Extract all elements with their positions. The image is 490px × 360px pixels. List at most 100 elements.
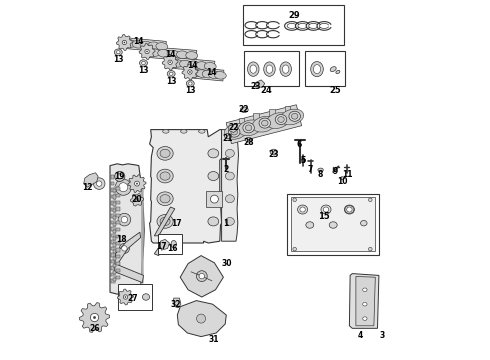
Ellipse shape	[280, 109, 304, 125]
Bar	[113, 189, 117, 192]
Ellipse shape	[228, 127, 240, 137]
Polygon shape	[172, 58, 215, 72]
Text: 32: 32	[171, 300, 181, 309]
Bar	[111, 214, 114, 218]
Ellipse shape	[117, 51, 120, 54]
Bar	[113, 257, 117, 260]
Text: 18: 18	[117, 235, 127, 244]
Ellipse shape	[245, 138, 252, 142]
Ellipse shape	[157, 215, 173, 228]
Polygon shape	[126, 38, 166, 52]
Ellipse shape	[225, 149, 234, 157]
Polygon shape	[110, 164, 144, 294]
Ellipse shape	[196, 62, 208, 69]
Bar	[111, 234, 114, 237]
Ellipse shape	[208, 217, 219, 226]
Ellipse shape	[190, 69, 202, 77]
Polygon shape	[182, 64, 198, 80]
Ellipse shape	[314, 65, 320, 74]
Text: 13: 13	[138, 66, 149, 75]
Ellipse shape	[297, 205, 308, 214]
Bar	[117, 255, 120, 258]
Ellipse shape	[238, 120, 262, 136]
Ellipse shape	[122, 246, 127, 251]
Ellipse shape	[140, 41, 152, 49]
Text: 31: 31	[208, 335, 219, 343]
Ellipse shape	[250, 65, 257, 73]
Ellipse shape	[97, 181, 102, 186]
Bar	[117, 194, 120, 197]
Text: 14: 14	[134, 37, 144, 46]
Bar	[111, 227, 114, 231]
Ellipse shape	[196, 70, 208, 77]
Ellipse shape	[167, 50, 179, 58]
Ellipse shape	[306, 222, 314, 228]
Ellipse shape	[224, 123, 247, 139]
Ellipse shape	[275, 114, 287, 125]
Ellipse shape	[120, 243, 129, 253]
Bar	[111, 260, 114, 263]
Text: 17: 17	[172, 220, 182, 229]
Ellipse shape	[176, 51, 188, 59]
Ellipse shape	[347, 207, 352, 212]
Ellipse shape	[168, 60, 172, 64]
Ellipse shape	[368, 198, 372, 202]
Bar	[113, 243, 117, 247]
Ellipse shape	[188, 70, 192, 74]
Ellipse shape	[171, 240, 176, 248]
Bar	[239, 118, 245, 127]
Text: 2: 2	[223, 165, 229, 174]
Bar	[111, 247, 114, 250]
Text: 9: 9	[332, 166, 338, 176]
Ellipse shape	[243, 123, 254, 133]
Bar	[117, 269, 120, 272]
Polygon shape	[229, 124, 238, 132]
Ellipse shape	[368, 247, 372, 251]
Ellipse shape	[156, 42, 168, 50]
Ellipse shape	[240, 107, 248, 113]
Bar	[117, 242, 120, 245]
Ellipse shape	[293, 247, 296, 251]
Polygon shape	[149, 47, 197, 61]
Bar	[113, 202, 117, 206]
Ellipse shape	[363, 302, 367, 306]
Ellipse shape	[170, 72, 173, 76]
Bar	[113, 223, 117, 226]
Ellipse shape	[336, 70, 340, 74]
Ellipse shape	[117, 174, 122, 179]
Polygon shape	[130, 194, 144, 206]
Ellipse shape	[245, 125, 252, 131]
Ellipse shape	[148, 49, 160, 57]
Text: 16: 16	[167, 244, 177, 253]
Bar	[113, 237, 117, 240]
Bar	[111, 208, 114, 211]
Ellipse shape	[252, 116, 275, 132]
Bar	[206, 191, 222, 207]
Text: 17: 17	[156, 242, 167, 251]
Text: 7: 7	[307, 165, 313, 174]
Text: 23: 23	[269, 150, 279, 159]
Text: 5: 5	[300, 156, 305, 165]
Bar	[117, 207, 120, 211]
Text: 15: 15	[318, 212, 329, 221]
Bar	[111, 221, 114, 224]
Ellipse shape	[180, 130, 187, 133]
Ellipse shape	[90, 313, 98, 322]
Ellipse shape	[330, 67, 336, 72]
Bar	[113, 195, 117, 199]
Text: 8: 8	[318, 170, 323, 179]
Ellipse shape	[266, 113, 290, 129]
Bar	[244, 51, 298, 86]
Ellipse shape	[224, 134, 232, 139]
Ellipse shape	[318, 168, 323, 172]
Text: 21: 21	[223, 134, 233, 143]
Ellipse shape	[135, 181, 140, 186]
Text: 23: 23	[250, 82, 261, 91]
Ellipse shape	[210, 195, 219, 203]
Bar	[117, 262, 120, 265]
Bar	[269, 109, 275, 118]
Ellipse shape	[196, 271, 207, 282]
Text: 6: 6	[296, 140, 302, 149]
Ellipse shape	[196, 314, 206, 323]
Polygon shape	[356, 276, 375, 326]
